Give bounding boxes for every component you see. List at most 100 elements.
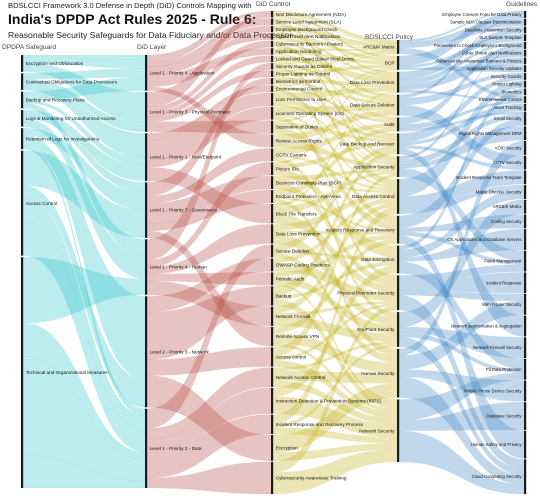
- guideline-node[interactable]: [524, 402, 527, 430]
- guideline-node[interactable]: [524, 250, 527, 272]
- policy-node[interactable]: [397, 179, 400, 214]
- policy-node[interactable]: [397, 40, 400, 54]
- guideline-node[interactable]: [524, 380, 527, 402]
- control-node[interactable]: [271, 286, 274, 306]
- layer-node[interactable]: [145, 133, 148, 181]
- guideline-node-label: Proper Lighting: [492, 82, 522, 87]
- guideline-node[interactable]: [524, 126, 527, 141]
- policy-node[interactable]: [397, 156, 400, 178]
- guideline-node[interactable]: [524, 315, 527, 337]
- control-node[interactable]: [271, 306, 274, 326]
- guideline-node[interactable]: [524, 199, 527, 214]
- control-node[interactable]: [271, 85, 274, 92]
- guideline-node[interactable]: [524, 214, 527, 229]
- guideline-node[interactable]: [524, 88, 527, 96]
- control-node[interactable]: [271, 134, 274, 148]
- policy-node[interactable]: [397, 55, 400, 70]
- policy-node[interactable]: [397, 215, 400, 244]
- policy-node[interactable]: [397, 399, 400, 462]
- flow-link-controls-to-policies: [273, 110, 398, 142]
- layer-node[interactable]: [145, 408, 148, 488]
- guideline-node[interactable]: [524, 111, 527, 126]
- guideline-node[interactable]: [524, 49, 527, 57]
- layer-node[interactable]: [145, 55, 148, 91]
- guideline-node[interactable]: [524, 65, 527, 73]
- policy-node[interactable]: [397, 312, 400, 347]
- control-node[interactable]: [271, 148, 274, 162]
- guideline-node[interactable]: [524, 430, 527, 459]
- control-node[interactable]: [271, 367, 274, 387]
- guideline-node[interactable]: [524, 229, 527, 250]
- guideline-node[interactable]: [524, 294, 527, 315]
- control-node[interactable]: [271, 414, 274, 435]
- dpdpa-node[interactable]: [21, 55, 24, 72]
- control-node[interactable]: [271, 55, 274, 63]
- policy-node[interactable]: [397, 133, 400, 155]
- guideline-node[interactable]: [524, 80, 527, 88]
- control-node[interactable]: [271, 326, 274, 347]
- control-node[interactable]: [271, 258, 274, 272]
- control-node[interactable]: [271, 461, 274, 494]
- layer-node[interactable]: [145, 182, 148, 238]
- control-node[interactable]: [271, 63, 274, 70]
- control-node[interactable]: [271, 176, 274, 190]
- policy-node[interactable]: [397, 117, 400, 132]
- guideline-node[interactable]: [524, 155, 527, 170]
- control-node[interactable]: [271, 224, 274, 244]
- guideline-node[interactable]: [524, 185, 527, 199]
- control-node[interactable]: [271, 387, 274, 414]
- guideline-node[interactable]: [524, 272, 527, 294]
- control-node[interactable]: [271, 435, 274, 461]
- guideline-node[interactable]: [524, 459, 527, 494]
- control-node[interactable]: [271, 190, 274, 203]
- policy-node[interactable]: [397, 275, 400, 311]
- layer-node[interactable]: [145, 92, 148, 132]
- guideline-node[interactable]: [524, 141, 527, 155]
- control-node-label: Encryption: [276, 446, 299, 451]
- guideline-node-label: Email Security: [494, 116, 522, 121]
- control-node[interactable]: [271, 11, 274, 18]
- control-node[interactable]: [271, 77, 274, 85]
- control-node-label: Picture IDs: [276, 166, 300, 171]
- guideline-node[interactable]: [524, 11, 527, 18]
- control-node[interactable]: [271, 25, 274, 33]
- control-node[interactable]: [271, 18, 274, 25]
- control-node[interactable]: [271, 244, 274, 258]
- dpdpa-node[interactable]: [21, 128, 24, 150]
- guideline-node[interactable]: [524, 26, 527, 34]
- guideline-node[interactable]: [524, 72, 527, 80]
- guideline-node[interactable]: [524, 18, 527, 26]
- guideline-node[interactable]: [524, 170, 527, 185]
- control-node[interactable]: [271, 162, 274, 176]
- dpdpa-node[interactable]: [21, 257, 24, 488]
- guideline-node[interactable]: [524, 358, 527, 380]
- control-node-label: Environmental Control: [276, 86, 322, 91]
- policy-node-label: Data Loss Prevention: [350, 80, 395, 85]
- dpdpa-node[interactable]: [21, 73, 24, 91]
- control-node[interactable]: [271, 48, 274, 55]
- guideline-node[interactable]: [524, 103, 527, 111]
- control-node[interactable]: [271, 203, 274, 224]
- dpdpa-node[interactable]: [21, 91, 24, 109]
- policy-node[interactable]: [397, 348, 400, 398]
- control-node[interactable]: [271, 120, 274, 134]
- guideline-node[interactable]: [524, 337, 527, 359]
- guideline-node[interactable]: [524, 57, 527, 65]
- guideline-node[interactable]: [524, 34, 527, 42]
- layer-node[interactable]: [145, 239, 148, 295]
- dpdpa-node[interactable]: [21, 150, 24, 256]
- control-node[interactable]: [271, 40, 274, 48]
- control-node[interactable]: [271, 92, 274, 106]
- layer-node[interactable]: [145, 296, 148, 408]
- control-node[interactable]: [271, 106, 274, 120]
- policy-node[interactable]: [397, 245, 400, 274]
- control-node[interactable]: [271, 347, 274, 367]
- policy-node[interactable]: [397, 94, 400, 116]
- control-node[interactable]: [271, 70, 274, 77]
- dpdpa-node[interactable]: [21, 109, 24, 127]
- control-node[interactable]: [271, 272, 274, 286]
- guideline-node[interactable]: [524, 96, 527, 104]
- policy-node[interactable]: [397, 71, 400, 93]
- control-node[interactable]: [271, 33, 274, 40]
- guideline-node[interactable]: [524, 41, 527, 49]
